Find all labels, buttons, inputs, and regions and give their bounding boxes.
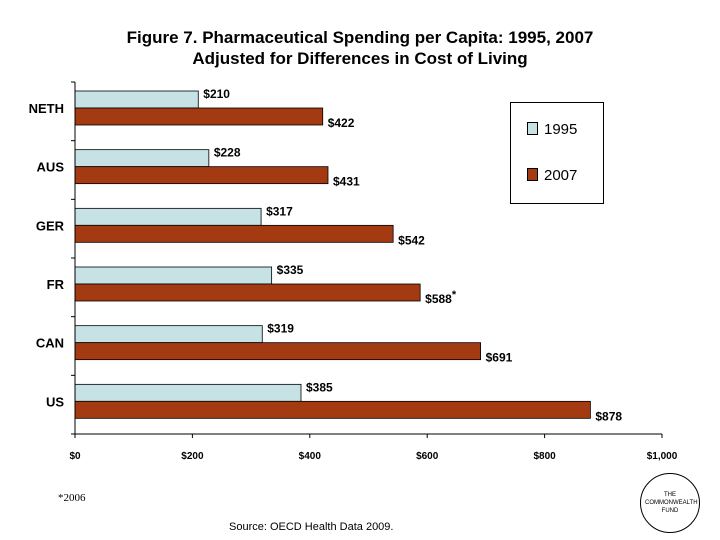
x-tick-label: $200 — [181, 451, 204, 462]
data-label-1995-neth: $210 — [203, 87, 230, 101]
bar-1995-aus — [74, 149, 210, 168]
legend-label-2007: 2007 — [544, 167, 578, 184]
chart-title: Figure 7. Pharmaceutical Spending per Ca… — [126, 28, 594, 47]
data-label-2007-can: $691 — [486, 351, 513, 365]
data-label-1995-fr: $335 — [277, 263, 304, 277]
x-tick-label: $1,000 — [647, 451, 678, 462]
legend-item-2007: 2007 — [527, 167, 577, 184]
bar-2007-neth — [74, 107, 324, 126]
bar-2007-ger — [74, 224, 394, 243]
data-label-1995-ger: $317 — [266, 204, 293, 218]
x-tick-label: $600 — [416, 451, 439, 462]
bar-1995-ger — [74, 207, 262, 226]
x-tick-label: $800 — [533, 451, 556, 462]
category-label-can: CAN — [36, 336, 64, 351]
legend-item-1995: 1995 — [527, 121, 577, 138]
annotation-mark: * — [452, 289, 457, 301]
logo-text: THE COMMONWEALTH FUND — [645, 492, 698, 514]
data-label-1995-us: $385 — [306, 380, 333, 394]
legend-label-1995: 1995 — [544, 121, 578, 138]
data-label-2007-us: $878 — [595, 409, 622, 423]
chart-title-block: Figure 7. Pharmaceutical Spending per Ca… — [0, 27, 720, 69]
legend-swatch-1995 — [527, 122, 538, 135]
bar-2007-can — [74, 342, 482, 361]
data-label-2007-ger: $542 — [398, 233, 425, 247]
category-label-us: US — [46, 394, 64, 409]
data-label-1995-can: $319 — [267, 322, 294, 336]
category-label-fr: FR — [47, 277, 65, 292]
category-label-ger: GER — [36, 218, 65, 233]
bar-1995-us — [74, 383, 302, 402]
data-label-1995-aus: $228 — [214, 146, 241, 160]
category-label-neth: NETH — [29, 101, 64, 116]
bar-2007-aus — [74, 166, 329, 185]
chart-legend: 1995 2007 — [510, 102, 604, 204]
footnote: *2006 — [58, 492, 86, 504]
bar-2007-us — [74, 400, 591, 419]
data-label-2007-aus: $431 — [333, 175, 360, 189]
bar-2007-fr — [74, 283, 421, 302]
bar-1995-fr — [74, 266, 273, 285]
x-tick-label: $400 — [299, 451, 322, 462]
source-note: Source: OECD Health Data 2009. — [229, 521, 394, 533]
data-label-2007-neth: $422 — [328, 116, 355, 130]
bar-1995-can — [74, 325, 263, 344]
legend-swatch-2007 — [527, 168, 538, 181]
data-label-2007-fr: $588* — [425, 289, 457, 306]
commonwealth-fund-logo: THE COMMONWEALTH FUND — [640, 473, 700, 533]
category-label-aus: AUS — [37, 160, 65, 175]
x-tick-label: $0 — [69, 451, 81, 462]
chart-subtitle: Adjusted for Differences in Cost of Livi… — [192, 49, 528, 68]
bar-1995-neth — [74, 90, 199, 109]
